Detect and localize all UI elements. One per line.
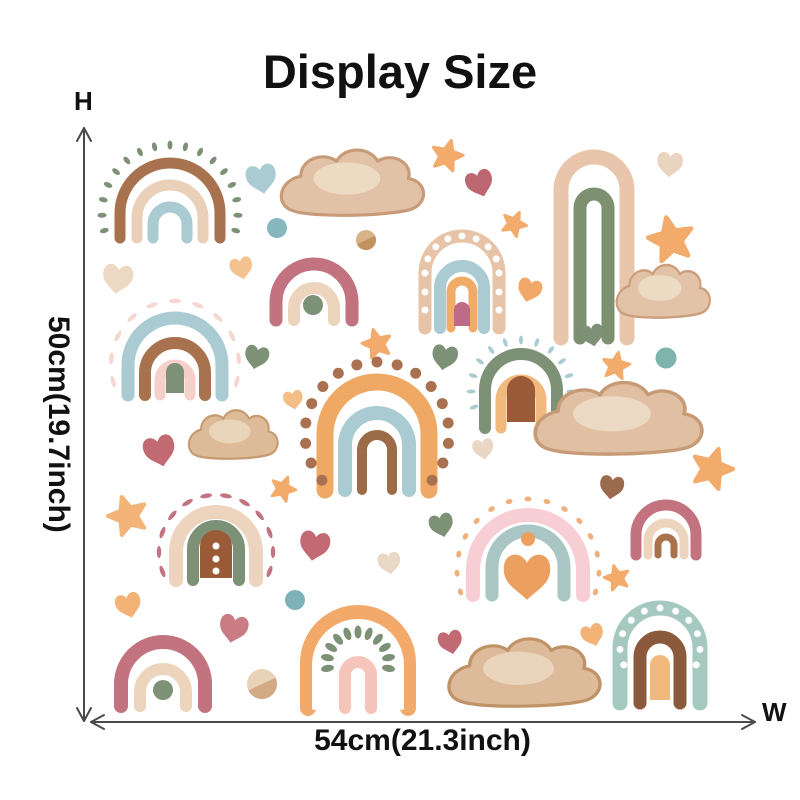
heart-green xyxy=(245,344,270,370)
dot-white xyxy=(495,306,503,314)
star-orange xyxy=(501,210,529,239)
star-orange xyxy=(360,328,392,360)
rainbow-tall-peach-green xyxy=(553,149,635,346)
heart-blue xyxy=(245,163,276,194)
heart-mauve xyxy=(142,434,175,467)
star-orange xyxy=(431,138,465,173)
heart-mauve xyxy=(437,629,462,655)
dash-arc-orange xyxy=(454,496,602,596)
heart-orange xyxy=(229,256,252,280)
dot-orange xyxy=(521,532,535,546)
dot-tan xyxy=(356,230,376,250)
rainbow-mauve-cream xyxy=(114,635,212,713)
dash-arc-mauve xyxy=(156,493,276,578)
heart-mauve xyxy=(464,168,492,197)
rainbow-orange-white-pink xyxy=(300,605,416,716)
dot-blue xyxy=(285,590,305,610)
heart-green xyxy=(580,323,604,347)
width-dimension-value: 54cm(21.3inch) xyxy=(314,724,531,757)
bead-arc-white-dots xyxy=(616,604,704,669)
dot-teal xyxy=(655,347,677,369)
rainbow-orange-blue-brown xyxy=(316,373,438,499)
heart-brown xyxy=(600,475,625,500)
dot-blue xyxy=(267,218,287,238)
width-dimension-letter: W xyxy=(762,697,787,727)
width-arrow xyxy=(90,714,756,730)
heart-beige xyxy=(377,551,401,575)
dot-green xyxy=(153,680,173,700)
heart-orange xyxy=(283,389,303,410)
dot-green xyxy=(303,295,323,315)
dot-white xyxy=(212,555,220,563)
dot-white xyxy=(212,542,220,550)
rainbow-mauve-cream xyxy=(269,257,359,327)
heart-beige xyxy=(103,263,134,294)
rainbow-brown-cream-blue xyxy=(114,157,226,244)
height-dimension-letter: H xyxy=(74,86,93,116)
rainbow-beige-green xyxy=(169,505,263,587)
cloud-tan xyxy=(187,409,279,460)
rainbow-center-dome-brown xyxy=(200,530,232,578)
height-arrow xyxy=(76,127,92,722)
dash-arc-pink xyxy=(109,298,241,388)
star-orange xyxy=(692,446,736,492)
dot-arc-brown xyxy=(300,356,454,486)
heart-mauve xyxy=(300,530,331,561)
bead-arc-green xyxy=(97,140,243,234)
star-orange xyxy=(105,494,147,537)
cloud-tan xyxy=(615,263,711,319)
bead-arc-green xyxy=(321,625,395,673)
rainbow-center-dome-orange xyxy=(650,655,670,700)
star-orange xyxy=(602,350,632,380)
height-dimension-value: 50cm(19.7inch) xyxy=(42,316,75,533)
heart-orange xyxy=(518,277,543,302)
rainbow-center-dome-mauve xyxy=(454,302,470,326)
heart-orange xyxy=(580,622,603,646)
cloud-tan-large xyxy=(447,637,602,708)
bead-arc-white-dots xyxy=(421,232,503,277)
rainbow-center-dome-green xyxy=(166,363,184,393)
rainbow-center-dome-brown xyxy=(507,376,535,422)
cloud-tan xyxy=(279,148,425,217)
dot-tan xyxy=(247,669,277,699)
heart-pink xyxy=(220,613,249,643)
heart-beige xyxy=(657,151,683,178)
heart-green xyxy=(428,512,453,537)
heart-orange-center xyxy=(503,554,551,600)
heart-beige xyxy=(472,438,494,460)
star-orange xyxy=(270,475,298,503)
star-orange xyxy=(645,215,694,264)
dot-white xyxy=(421,306,429,314)
dot-white xyxy=(212,567,220,575)
rainbow-mauve-cream-brown xyxy=(630,499,702,561)
dot-white xyxy=(495,288,503,296)
cloud-tan-large xyxy=(533,381,704,456)
heart-green xyxy=(432,344,458,371)
dot-white xyxy=(421,288,429,296)
rainbow-pink-blue xyxy=(466,508,590,602)
heart-orange xyxy=(114,591,141,618)
page-title: Display Size xyxy=(262,45,538,98)
star-orange xyxy=(602,564,630,592)
